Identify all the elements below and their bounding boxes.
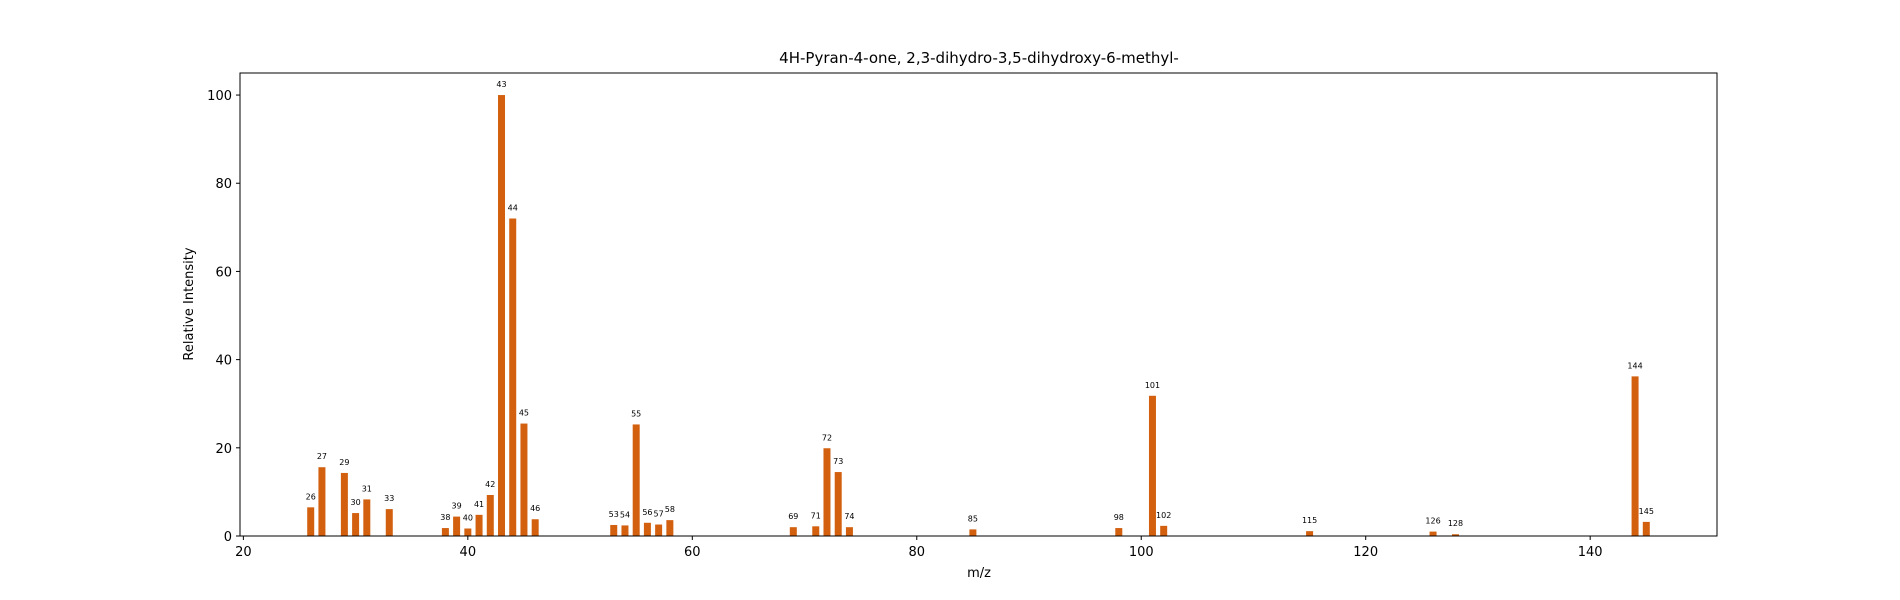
y-tick-label: 40 bbox=[215, 354, 232, 369]
peak-bar-58 bbox=[666, 520, 674, 536]
plot-frame bbox=[239, 72, 1718, 537]
peak-bar-85 bbox=[969, 529, 977, 536]
x-tick-label: 40 bbox=[460, 545, 477, 560]
x-tick-label: 140 bbox=[1578, 545, 1603, 560]
peak-label-27: 27 bbox=[317, 452, 327, 461]
peak-label-45: 45 bbox=[519, 409, 529, 418]
peak-bar-41 bbox=[475, 514, 483, 536]
peak-bar-98 bbox=[1115, 528, 1123, 536]
peak-label-128: 128 bbox=[1448, 519, 1463, 528]
peak-label-145: 145 bbox=[1639, 507, 1654, 516]
peak-label-55: 55 bbox=[631, 409, 641, 418]
peak-bar-71 bbox=[812, 526, 820, 536]
peak-label-72: 72 bbox=[822, 433, 832, 442]
peak-label-126: 126 bbox=[1425, 517, 1440, 526]
peak-label-44: 44 bbox=[508, 204, 518, 213]
peak-bar-40 bbox=[464, 528, 472, 536]
peak-bar-74 bbox=[845, 527, 853, 536]
peak-label-69: 69 bbox=[788, 512, 798, 521]
peak-bar-72 bbox=[823, 448, 831, 536]
peak-bar-31 bbox=[363, 499, 371, 536]
peak-label-144: 144 bbox=[1627, 361, 1642, 370]
peak-bar-102 bbox=[1160, 525, 1168, 536]
peak-bar-53 bbox=[610, 524, 618, 536]
y-axis-label: Relative Intensity bbox=[182, 247, 197, 360]
peak-label-53: 53 bbox=[609, 510, 619, 519]
peak-bar-30 bbox=[352, 513, 360, 536]
peak-label-54: 54 bbox=[620, 510, 630, 519]
peak-label-33: 33 bbox=[384, 494, 394, 503]
peak-bar-73 bbox=[834, 472, 842, 536]
peak-bar-39 bbox=[453, 516, 461, 536]
y-tick-label: 80 bbox=[215, 177, 232, 192]
peak-label-98: 98 bbox=[1114, 513, 1124, 522]
peak-bar-44 bbox=[509, 218, 517, 536]
peak-label-115: 115 bbox=[1302, 516, 1317, 525]
x-tick-label: 60 bbox=[684, 545, 701, 560]
y-tick-label: 20 bbox=[215, 442, 232, 457]
peak-label-57: 57 bbox=[654, 510, 664, 519]
peak-label-26: 26 bbox=[306, 492, 316, 501]
peak-label-46: 46 bbox=[530, 504, 540, 513]
peak-bar-45 bbox=[520, 423, 528, 536]
y-tick-label: 0 bbox=[224, 530, 232, 545]
peak-label-43: 43 bbox=[496, 80, 506, 89]
x-axis-ticks: 20 40 60 80 100 120 140 bbox=[235, 536, 1603, 560]
peak-bar-145 bbox=[1642, 521, 1650, 536]
peak-label-38: 38 bbox=[440, 513, 450, 522]
peak-label-41: 41 bbox=[474, 500, 484, 509]
peak-label-102: 102 bbox=[1156, 511, 1171, 520]
peak-bar-69 bbox=[789, 527, 797, 536]
peak-label-56: 56 bbox=[642, 508, 652, 517]
x-tick-label: 20 bbox=[235, 545, 252, 560]
peak-bar-26 bbox=[307, 507, 315, 536]
x-axis-label: m/z bbox=[967, 566, 991, 581]
peak-bar-56 bbox=[643, 522, 651, 536]
peak-bar-57 bbox=[655, 524, 663, 536]
peak-bar-33 bbox=[385, 509, 393, 536]
peak-bar-38 bbox=[441, 528, 449, 536]
peak-label-101: 101 bbox=[1145, 381, 1160, 390]
peak-label-40: 40 bbox=[463, 514, 473, 523]
peak-label-29: 29 bbox=[339, 458, 349, 467]
peak-bar-42 bbox=[486, 494, 494, 536]
peak-label-71: 71 bbox=[811, 511, 821, 520]
peak-bar-27 bbox=[318, 467, 326, 536]
peak-label-74: 74 bbox=[844, 512, 854, 521]
x-tick-label: 120 bbox=[1353, 545, 1378, 560]
peak-label-58: 58 bbox=[665, 505, 675, 514]
peak-bar-43 bbox=[498, 95, 506, 537]
peak-label-31: 31 bbox=[362, 484, 372, 493]
peak-label-42: 42 bbox=[485, 480, 495, 489]
peak-bar-29 bbox=[340, 472, 348, 536]
peak-bar-144 bbox=[1631, 376, 1639, 536]
y-tick-label: 100 bbox=[207, 89, 232, 104]
y-tick-label: 60 bbox=[215, 265, 232, 280]
peak-bar-101 bbox=[1148, 395, 1156, 536]
peak-bar-46 bbox=[531, 519, 539, 536]
peak-bar-128 bbox=[1451, 534, 1459, 536]
x-tick-label: 80 bbox=[908, 545, 925, 560]
peak-bar-55 bbox=[632, 424, 640, 536]
y-axis-ticks: 0 20 40 60 80 100 bbox=[207, 89, 240, 545]
peak-label-39: 39 bbox=[452, 502, 462, 511]
peak-bar-115 bbox=[1306, 531, 1314, 536]
x-tick-label: 100 bbox=[1129, 545, 1154, 560]
chart-title: 4H-Pyran-4-one, 2,3-dihydro-3,5-dihydrox… bbox=[779, 49, 1179, 67]
peak-label-73: 73 bbox=[833, 457, 843, 466]
peak-label-85: 85 bbox=[968, 514, 978, 523]
axes-layer bbox=[239, 72, 1718, 537]
peak-bar-54 bbox=[621, 525, 629, 536]
peak-label-30: 30 bbox=[351, 498, 361, 507]
peak-bar-126 bbox=[1429, 531, 1437, 536]
